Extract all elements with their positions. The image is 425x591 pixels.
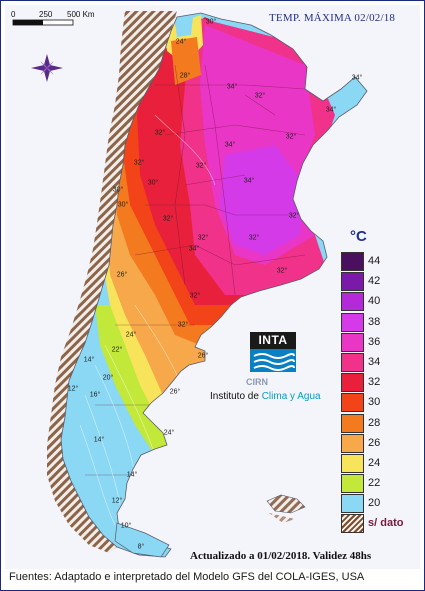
legend-item-38: 38 (341, 312, 421, 333)
temperature-label: 32° (254, 92, 266, 100)
legend-label: 24 (368, 457, 381, 469)
legend-item-26: 26 (341, 433, 421, 454)
legend-item-44: 44 (341, 252, 421, 272)
legend-swatch (341, 373, 364, 393)
map-panel: 24° 30° 28° 34° 32° 34° 34° 32° 34° 32° 32° 32° 34° 3… (5, 5, 420, 569)
legend-label: 22 (368, 477, 381, 490)
temperature-label: 10° (120, 522, 132, 530)
temperature-label: 32° (177, 321, 189, 329)
legend-swatch (341, 272, 364, 292)
legend-swatch (341, 413, 364, 433)
temperature-map (12, 11, 368, 558)
legend-item-30: 30 (341, 393, 421, 413)
legend-label: 38 (368, 315, 381, 328)
temperature-label: 34° (188, 245, 200, 253)
legend-item-34: 34 (341, 353, 421, 373)
map-title: TEMP. MÁXIMA 02/02/18 (269, 12, 396, 24)
temperature-label: 26° (116, 271, 128, 279)
legend-swatch (341, 494, 364, 514)
legend-label: 30 (368, 396, 381, 409)
temperature-label: 30° (117, 201, 129, 209)
legend-swatch (341, 433, 364, 453)
compass-icon (31, 54, 63, 82)
legend-label: 26 (368, 436, 381, 449)
temperature-label: 32° (154, 129, 166, 137)
legend-swatch (341, 454, 364, 473)
scale-tick-0: 0 (11, 10, 16, 19)
temperature-label: 12° (67, 385, 79, 393)
legend-label: 32 (368, 376, 381, 389)
temperature-label: 32° (288, 212, 300, 220)
scale-tick-500: 500 Km (67, 10, 95, 19)
temperature-label: 12° (111, 497, 123, 505)
legend-swatch (341, 252, 364, 271)
institute-prefix: Instituto de (210, 391, 262, 402)
legend-item-20: 20 (341, 494, 421, 514)
temperature-label: 32° (195, 162, 207, 170)
temperature-label: 32° (197, 234, 209, 242)
legend-unit: °C (350, 228, 367, 245)
scale-bar (12, 19, 74, 26)
cirn-label: CIRN (246, 377, 268, 387)
temperature-label: 34° (243, 177, 255, 185)
legend-label: 36 (368, 335, 381, 348)
update-note: Actualizado a 01/02/2018. Validez 48hs (190, 550, 372, 562)
legend-item-28: 28 (341, 413, 421, 434)
temperature-label: 26° (169, 388, 181, 396)
temperature-label: 34° (351, 74, 363, 82)
temperature-label: 32° (162, 215, 174, 223)
temperature-label: 26° (197, 352, 209, 360)
temperature-label: 14° (126, 471, 138, 479)
legend-label: 28 (368, 416, 381, 429)
temperature-label: 34° (226, 83, 238, 91)
temperature-label: 30° (112, 186, 124, 194)
legend-label: 44 (368, 255, 381, 267)
temperature-label: 28° (179, 72, 191, 80)
legend-item-40: 40 (341, 292, 421, 312)
temperature-label: 32° (248, 234, 260, 242)
temperature-label: 34° (325, 106, 337, 114)
legend-swatch (341, 312, 364, 332)
legend-swatch (341, 353, 364, 372)
temperature-label: 14° (93, 436, 105, 444)
legend-swatch (341, 292, 364, 312)
legend-swatch (341, 474, 364, 494)
institute-name: Instituto de Clima y Agua (210, 391, 321, 402)
temperature-label: 16° (89, 391, 101, 399)
legend-label: 20 (368, 497, 381, 510)
legend-swatch (341, 332, 364, 352)
scale-tick-250: 250 (39, 10, 53, 19)
legend-item-24: 24 (341, 454, 421, 474)
temperature-label: 20° (102, 374, 114, 382)
legend-no-data: s/ dato (341, 514, 421, 534)
legend-label: 42 (368, 275, 381, 288)
institute-accent: Clima y Agua (261, 391, 321, 402)
inta-logo-text: INTA (258, 333, 288, 347)
temperature-label: 32° (133, 159, 145, 167)
temperature-label: 30° (147, 179, 159, 187)
no-data-label: s/ dato (368, 517, 404, 529)
temperature-label: 24° (175, 38, 187, 46)
legend-swatch (341, 393, 364, 413)
legend-item-32: 32 (341, 373, 421, 393)
temperature-label: 14° (83, 356, 95, 364)
no-data-swatch (341, 514, 364, 533)
temperature-label: 32° (189, 292, 201, 300)
temperature-label: 32° (285, 133, 297, 141)
legend-item-36: 36 (341, 332, 421, 353)
temperature-label: 30° (205, 18, 217, 26)
temperature-label: 34° (224, 141, 236, 149)
temperature-label: 8° (137, 543, 145, 551)
legend-item-22: 22 (341, 474, 421, 494)
temperature-label: 32° (276, 267, 288, 275)
temperature-label: 22° (111, 346, 123, 354)
legend-label: 34 (368, 356, 381, 368)
legend-item-42: 42 (341, 272, 421, 292)
legend-label: 40 (368, 295, 381, 308)
inta-logo: INTA (250, 332, 296, 372)
source-note: Fuentes: Adaptado e interpretado del Mod… (9, 571, 365, 583)
temperature-label: 24° (125, 331, 137, 339)
temperature-label: 24° (163, 429, 175, 437)
